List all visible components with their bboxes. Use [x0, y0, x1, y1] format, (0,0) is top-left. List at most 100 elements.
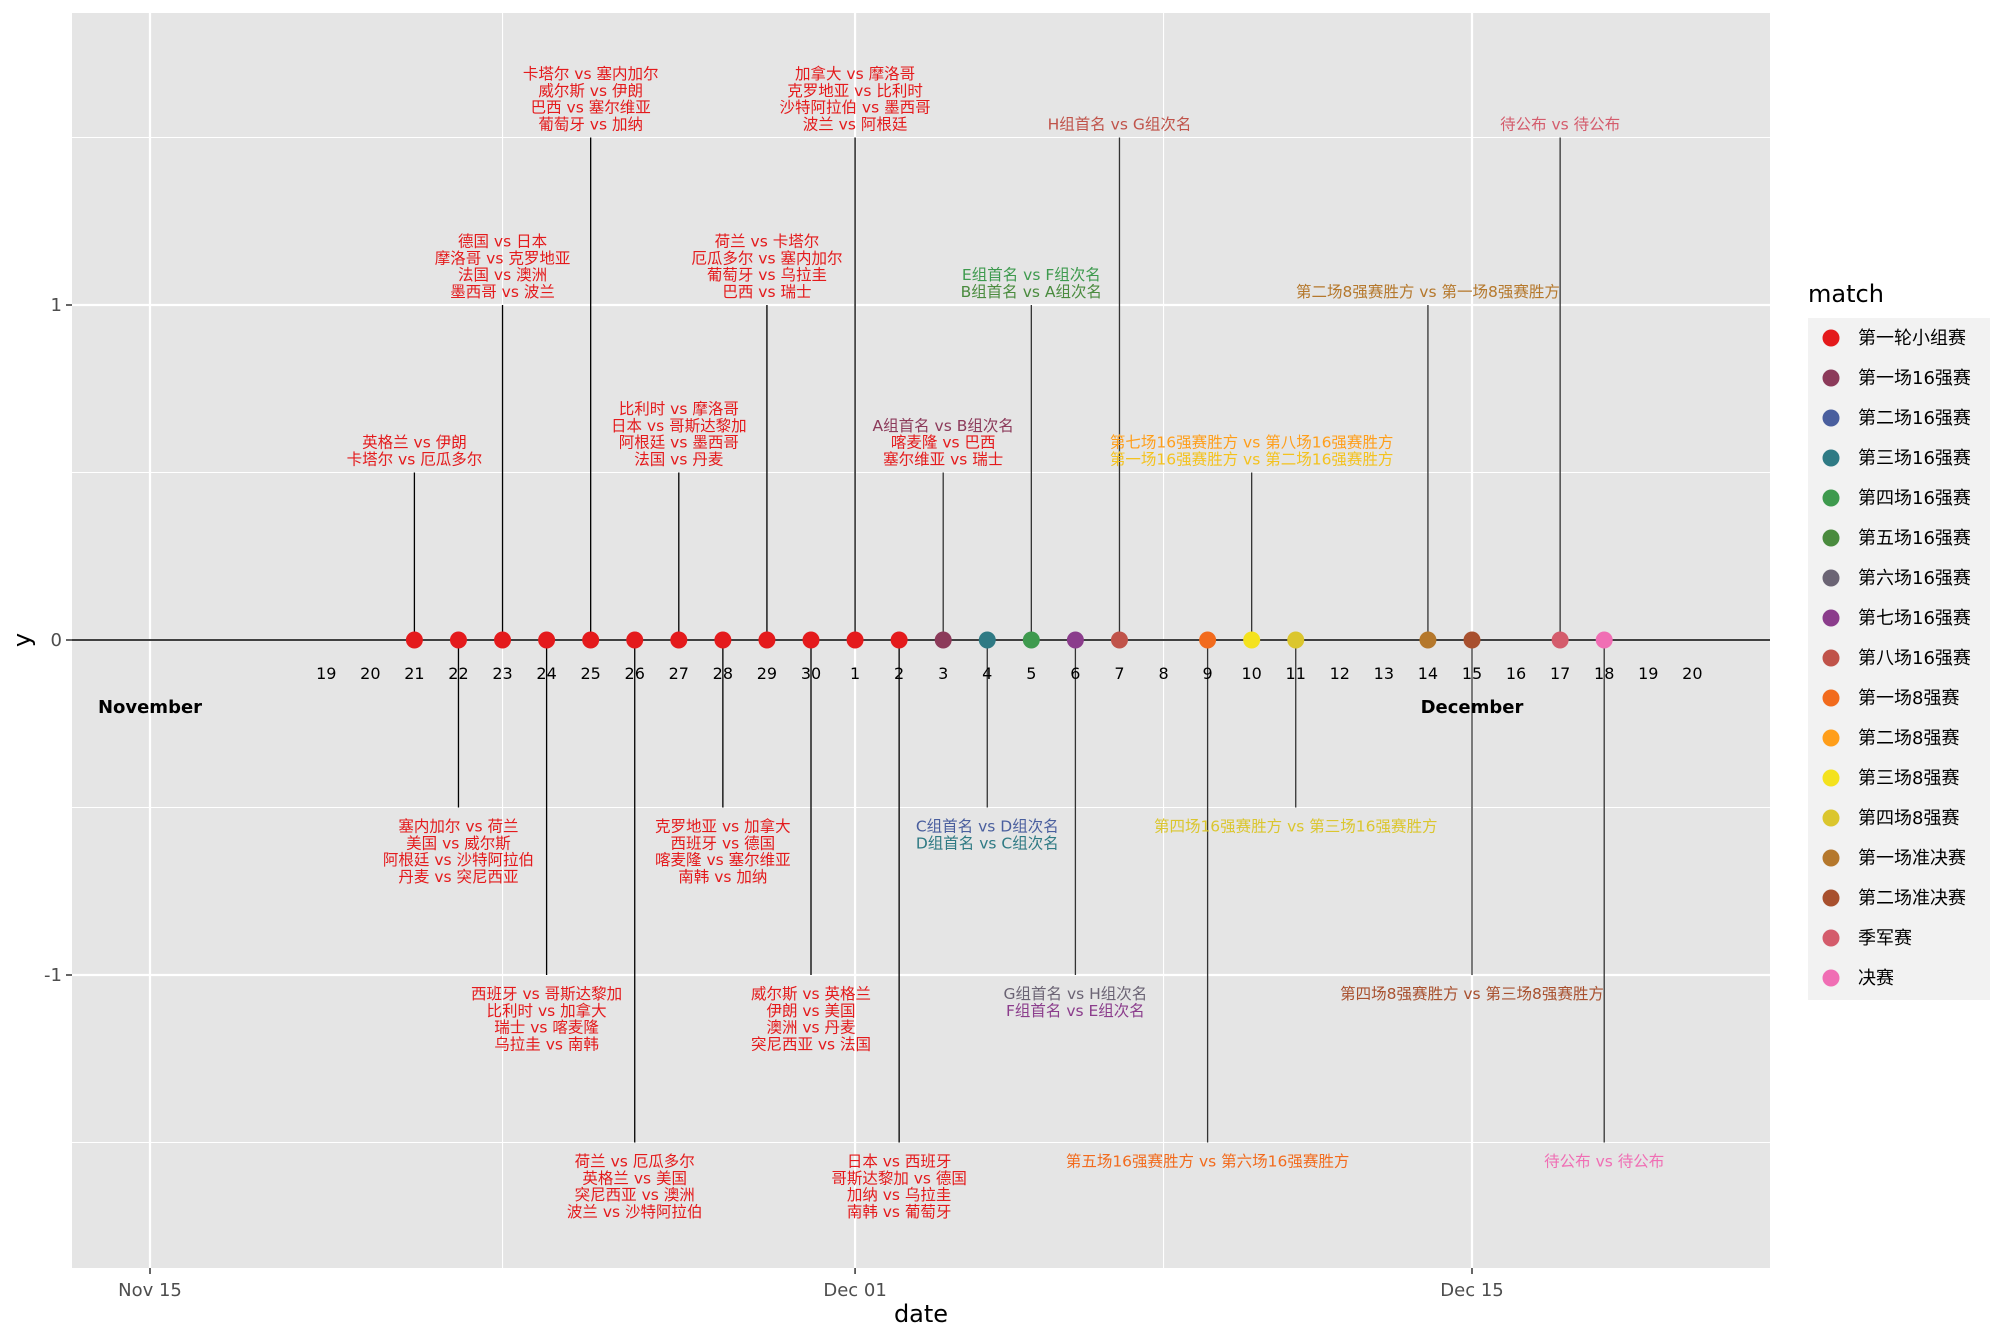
- day-label: 14: [1418, 664, 1438, 683]
- event-label: F组首名 vs E组次名: [1006, 1002, 1145, 1020]
- event-label: 日本 vs 西班牙: [847, 1153, 952, 1171]
- event-label: 法国 vs 澳洲: [458, 266, 547, 284]
- legend-label: 第七场16强赛: [1858, 608, 1971, 629]
- month-labels: November December: [98, 697, 1524, 718]
- legend-key: [1822, 409, 1840, 427]
- event-label: 荷兰 vs 卡塔尔: [715, 233, 820, 251]
- legend: match 第一轮小组赛第一场16强赛第二场16强赛第三场16强赛第四场16强赛…: [1808, 280, 1990, 1000]
- event-label: 沙特阿拉伯 vs 墨西哥: [780, 99, 931, 117]
- y-tick-label: 0: [51, 630, 62, 651]
- legend-label: 第四场8强赛: [1858, 808, 1959, 829]
- day-label: 26: [625, 664, 645, 683]
- event-label: D组首名 vs C组次名: [916, 834, 1059, 852]
- event-label: 待公布 vs 待公布: [1544, 1153, 1664, 1171]
- event-label: 摩洛哥 vs 克罗地亚: [435, 249, 571, 267]
- event-label: 墨西哥 vs 波兰: [450, 283, 555, 301]
- day-label: 21: [404, 664, 424, 683]
- day-label: 2: [894, 664, 904, 683]
- event-label: 英格兰 vs 伊朗: [362, 434, 467, 452]
- day-label: 16: [1506, 664, 1526, 683]
- legend-label: 第一场准决赛: [1858, 848, 1966, 869]
- legend-key: [1822, 689, 1840, 707]
- event-point: [1463, 631, 1481, 649]
- month-label: December: [1421, 697, 1524, 718]
- event-label: 丹麦 vs 突尼西亚: [398, 868, 518, 886]
- event-label: G组首名 vs H组次名: [1004, 985, 1148, 1003]
- event-label: 西班牙 vs 哥斯达黎加: [471, 985, 622, 1003]
- event-label: 法国 vs 丹麦: [634, 451, 723, 469]
- event-point: [846, 631, 864, 649]
- legend-label: 第三场8强赛: [1858, 768, 1959, 789]
- event-stems: [413, 137, 1605, 1143]
- event-point: [802, 631, 820, 649]
- legend-key: [1822, 769, 1840, 787]
- legend-key: [1822, 809, 1840, 827]
- legend-label: 第一轮小组赛: [1858, 328, 1966, 349]
- day-label: 17: [1550, 664, 1570, 683]
- event-label: 伊朗 vs 美国: [766, 1002, 855, 1020]
- event-point: [978, 631, 996, 649]
- event-label: H组首名 vs G组次名: [1048, 116, 1192, 134]
- legend-key: [1822, 369, 1840, 387]
- event-label: 塞内加尔 vs 荷兰: [398, 818, 518, 836]
- day-label: 23: [492, 664, 512, 683]
- event-point: [1419, 631, 1437, 649]
- event-label: 荷兰 vs 厄瓜多尔: [575, 1153, 695, 1171]
- x-axis-title: date: [894, 1300, 948, 1328]
- day-label: 8: [1158, 664, 1168, 683]
- event-label: 美国 vs 威尔斯: [406, 834, 511, 852]
- legend-label: 第二场8强赛: [1858, 728, 1959, 749]
- y-tick-label: -1: [44, 965, 62, 986]
- event-label: 葡萄牙 vs 乌拉圭: [707, 266, 827, 284]
- event-point: [494, 631, 512, 649]
- event-point: [1110, 631, 1128, 649]
- event-label: 德国 vs 日本: [458, 233, 547, 251]
- legend-label: 第四场16强赛: [1858, 488, 1971, 509]
- event-point: [538, 631, 556, 649]
- legend-label: 第八场16强赛: [1858, 648, 1971, 669]
- event-label: 澳洲 vs 丹麦: [766, 1019, 855, 1037]
- event-label: 巴西 vs 塞尔维亚: [531, 99, 651, 117]
- event-point: [758, 631, 776, 649]
- day-label: 28: [713, 664, 733, 683]
- legend-label: 第五场16强赛: [1858, 528, 1971, 549]
- event-label: 喀麦隆 vs 巴西: [891, 434, 996, 452]
- day-label: 4: [982, 664, 992, 683]
- day-label: 20: [1682, 664, 1702, 683]
- legend-key: [1822, 889, 1840, 907]
- day-label: 12: [1330, 664, 1350, 683]
- event-label: 第四场8强赛胜方 vs 第三场8强赛胜方: [1340, 984, 1604, 1003]
- event-label: 第一场16强赛胜方 vs 第二场16强赛胜方: [1110, 450, 1394, 469]
- event-point: [1022, 631, 1040, 649]
- event-label: 第七场16强赛胜方 vs 第八场16强赛胜方: [1110, 433, 1394, 452]
- day-label: 10: [1241, 664, 1261, 683]
- day-label: 18: [1594, 664, 1614, 683]
- event-point: [405, 631, 423, 649]
- legend-key: [1822, 449, 1840, 467]
- day-label: 13: [1374, 664, 1394, 683]
- event-label: 比利时 vs 摩洛哥: [619, 400, 739, 418]
- event-label: 西班牙 vs 德国: [671, 834, 776, 852]
- event-label: 波兰 vs 阿根廷: [803, 116, 908, 134]
- day-label: 20: [360, 664, 380, 683]
- event-label: 卡塔尔 vs 厄瓜多尔: [347, 451, 483, 469]
- legend-key: [1822, 969, 1840, 987]
- event-label: 瑞士 vs 喀麦隆: [494, 1019, 599, 1037]
- legend-label: 第三场16强赛: [1858, 448, 1971, 469]
- event-point: [714, 631, 732, 649]
- event-label: 突尼西亚 vs 澳洲: [575, 1186, 695, 1204]
- event-label: E组首名 vs F组次名: [962, 266, 1101, 284]
- event-label: A组首名 vs B组次名: [873, 417, 1014, 435]
- legend-key: [1822, 929, 1840, 947]
- day-label: 19: [1638, 664, 1658, 683]
- legend-key: [1822, 489, 1840, 507]
- legend-key: [1822, 329, 1840, 347]
- legend-key: [1822, 849, 1840, 867]
- day-label: 22: [448, 664, 468, 683]
- day-label: 7: [1114, 664, 1124, 683]
- event-label: 喀麦隆 vs 塞尔维亚: [655, 851, 791, 869]
- event-label: 南韩 vs 加纳: [678, 868, 767, 886]
- event-label: 克罗地亚 vs 比利时: [787, 82, 923, 100]
